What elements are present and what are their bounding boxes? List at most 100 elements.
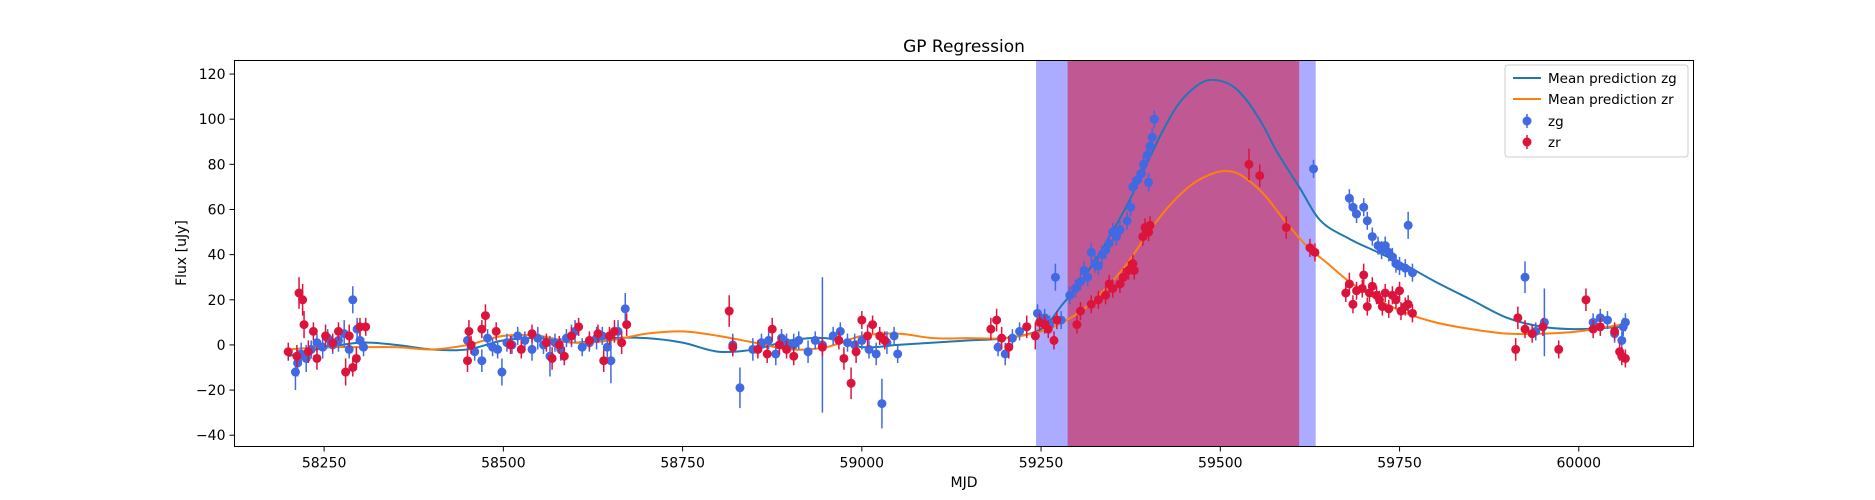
data-point-zr	[1101, 290, 1111, 300]
data-point-zg	[864, 344, 874, 354]
data-point-zr	[1076, 306, 1086, 316]
legend-marker-zg	[1522, 116, 1532, 126]
data-point-zr	[541, 338, 551, 348]
data-point-zr	[477, 324, 487, 334]
data-point-zr	[609, 326, 619, 336]
data-point-zr	[880, 335, 890, 345]
data-point-zr	[283, 347, 293, 357]
data-point-zg	[344, 344, 354, 354]
data-point-zg	[1387, 252, 1397, 262]
data-point-zg	[1362, 216, 1372, 226]
data-point-zg	[1079, 265, 1089, 275]
data-point-zr	[728, 342, 738, 352]
data-point-zr	[559, 351, 569, 361]
data-point-zr	[1513, 313, 1523, 323]
y-axis-label: Flux [uJy]	[174, 220, 190, 286]
data-point-zg	[290, 367, 300, 377]
data-point-zg	[513, 331, 523, 341]
data-point-zg	[477, 356, 487, 366]
data-point-zr	[344, 331, 354, 341]
data-point-zg	[1122, 216, 1132, 226]
data-point-zg	[1126, 202, 1136, 212]
data-point-zr	[1043, 324, 1053, 334]
data-point-zr	[774, 340, 784, 350]
data-point-zg	[1076, 277, 1086, 287]
data-point-zr	[466, 340, 476, 350]
data-point-zr	[547, 353, 557, 363]
data-point-zr	[789, 351, 799, 361]
data-point-zr	[1255, 171, 1265, 181]
data-point-zr	[348, 362, 358, 372]
data-point-zg	[1101, 245, 1111, 255]
data-point-zg	[803, 347, 813, 357]
data-point-zg	[620, 304, 630, 314]
data-point-zr	[1380, 288, 1390, 298]
data-point-zr	[1004, 342, 1014, 352]
data-point-zg	[1367, 232, 1377, 242]
data-point-zr	[1610, 326, 1620, 336]
data-point-zg	[483, 333, 493, 343]
shaded-regions	[1036, 60, 1316, 447]
data-point-zr	[303, 347, 313, 357]
data-point-zr	[846, 378, 856, 388]
data-point-zr	[1588, 324, 1598, 334]
data-point-zr	[1344, 279, 1354, 289]
data-point-zg	[850, 340, 860, 350]
data-point-zg	[735, 383, 745, 393]
data-point-zg	[1403, 220, 1413, 230]
data-point-zr	[599, 356, 609, 366]
data-point-zr	[351, 353, 361, 363]
data-point-zg	[1144, 177, 1154, 187]
data-point-zr	[1367, 281, 1377, 291]
legend: Mean prediction zg Mean prediction zr zg…	[1504, 64, 1689, 158]
data-point-zr	[480, 311, 490, 321]
data-point-zg	[606, 356, 616, 366]
y-axis-ticks: −40 −20 0 20 40 60 80 100 120	[196, 67, 235, 444]
data-point-zr	[1581, 295, 1591, 305]
data-point-zr	[1391, 295, 1401, 305]
data-point-zr	[554, 340, 564, 350]
data-point-zr	[1052, 315, 1062, 325]
data-point-zg	[993, 342, 1003, 352]
data-point-zr	[299, 320, 309, 330]
data-point-zr	[463, 356, 473, 366]
data-point-zr	[1362, 302, 1372, 312]
data-point-zr	[1030, 331, 1040, 341]
data-point-zr	[292, 351, 302, 361]
data-point-zr	[1348, 299, 1358, 309]
data-point-zr	[857, 315, 867, 325]
data-point-zg	[1065, 290, 1075, 300]
data-point-zr	[491, 326, 501, 336]
legend-label-zr-line: Mean prediction zr	[1548, 92, 1674, 108]
data-point-zg	[1093, 261, 1103, 271]
data-point-zr	[1244, 159, 1254, 169]
data-point-zg	[1015, 326, 1025, 336]
x-axis-ticks: 58250 58500 58750 59000 59250 59500 59750 60000	[302, 446, 1601, 472]
data-point-zg	[602, 342, 612, 352]
data-point-zr	[1115, 279, 1125, 289]
data-point-zr	[298, 295, 308, 305]
data-point-zg	[1620, 317, 1630, 327]
data-point-zg	[1083, 272, 1093, 282]
data-point-zr	[1527, 329, 1537, 339]
data-point-zg	[871, 349, 881, 359]
data-point-zg	[1111, 232, 1121, 242]
data-points	[283, 110, 1630, 429]
data-point-zr	[1049, 335, 1059, 345]
data-point-zr	[851, 347, 861, 357]
data-point-zr	[868, 320, 878, 330]
data-point-zr	[1129, 265, 1139, 275]
data-point-zr	[294, 288, 304, 298]
data-point-zg	[1352, 209, 1362, 219]
legend-label-zr-points: zr	[1548, 135, 1561, 151]
data-point-zg	[1400, 263, 1410, 273]
data-point-zg	[493, 344, 503, 354]
data-point-zg	[355, 335, 365, 345]
chart-title: GP Regression	[903, 37, 1025, 57]
data-point-zr	[834, 335, 844, 345]
data-point-zr	[986, 324, 996, 334]
data-point-zg	[1128, 182, 1138, 192]
data-point-zr	[1310, 247, 1320, 257]
y-tick-label: 0	[217, 338, 226, 354]
